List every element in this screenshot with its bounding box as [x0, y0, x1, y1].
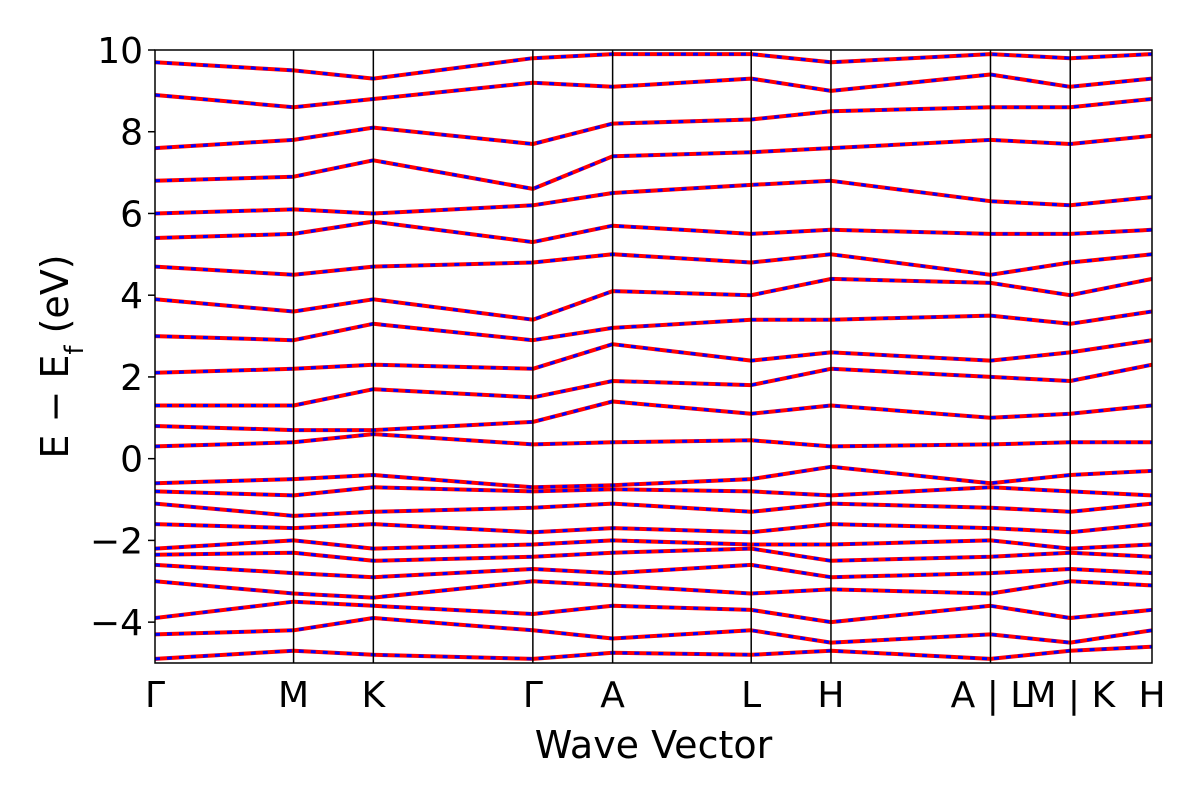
- band-line-6: [155, 538, 1152, 551]
- band-line-dashed-19: [155, 179, 1152, 216]
- band-line-dashed-11: [155, 432, 1152, 448]
- y-axis-ticks: −4 −2 0 2 4 6 8 10: [90, 31, 155, 644]
- band-line-2: [155, 599, 1152, 625]
- band-line-20: [155, 133, 1152, 191]
- band-line-dashed-21: [155, 97, 1152, 150]
- band-line-dashed-22: [155, 72, 1152, 109]
- x-tick-label-6: H: [817, 675, 844, 716]
- band-line-5: [155, 546, 1152, 563]
- x-tick-label-8: M | K: [1025, 675, 1116, 716]
- band-line-0: [155, 644, 1152, 661]
- plot-frame: [154, 49, 1153, 664]
- y-tick-label-5: 6: [120, 194, 143, 235]
- band-line-22: [155, 72, 1152, 110]
- x-axis-label: Wave Vector: [535, 723, 773, 767]
- band-line-12: [155, 399, 1152, 433]
- band-line-3: [155, 579, 1152, 600]
- band-line-dashed-6: [155, 538, 1152, 551]
- band-line-dashed-15: [155, 310, 1152, 342]
- band-line-11: [155, 432, 1152, 449]
- band-line-dashed-9: [155, 485, 1152, 497]
- band-line-8: [155, 501, 1152, 518]
- y-tick-label-6: 8: [120, 113, 143, 154]
- band-line-13: [155, 362, 1152, 408]
- band-line-dashed-13: [155, 363, 1152, 407]
- y-axis-label: E − Ef (eV): [33, 254, 90, 458]
- band-line-dashed-20: [155, 134, 1152, 191]
- x-tick-label-3: Γ: [523, 675, 543, 716]
- band-line-15: [155, 309, 1152, 343]
- band-line-dashed-8: [155, 502, 1152, 518]
- band-line-dashed-7: [155, 522, 1152, 534]
- band-line-9: [155, 485, 1152, 498]
- bands-layer: [155, 52, 1152, 661]
- band-line-dashed-18: [155, 220, 1152, 244]
- x-tick-label-4: A: [600, 675, 625, 716]
- y-tick-label-0: −4: [90, 603, 143, 644]
- band-line-16: [155, 276, 1152, 322]
- band-line-dashed-0: [155, 645, 1152, 661]
- y-tick-label-3: 2: [120, 358, 143, 399]
- x-axis-ticks: Γ M K Γ A L H A | LM | K H: [145, 675, 1166, 716]
- band-line-10: [155, 464, 1152, 490]
- band-line-dashed-23: [155, 52, 1152, 81]
- band-line-dashed-5: [155, 547, 1152, 563]
- x-tick-label-5: L: [741, 675, 761, 716]
- high-symmetry-lines: [292, 50, 1071, 663]
- x-tick-label-2: K: [362, 675, 387, 716]
- y-axis-label-main: E − E: [33, 355, 77, 459]
- band-line-dashed-1: [155, 616, 1152, 645]
- band-line-dashed-2: [155, 600, 1152, 624]
- y-tick-label-1: −2: [90, 521, 143, 562]
- x-tick-label-1: M: [278, 675, 309, 716]
- y-axis-label-subscript: f: [60, 345, 90, 355]
- band-line-4: [155, 562, 1152, 580]
- y-axis-label-unit: (eV): [33, 254, 77, 345]
- y-tick-label-7: 10: [97, 31, 143, 72]
- band-line-19: [155, 178, 1152, 216]
- band-line-dashed-3: [155, 579, 1152, 600]
- band-line-dashed-17: [155, 252, 1152, 277]
- x-tick-label-0: Γ: [145, 675, 165, 716]
- band-line-dashed-10: [155, 465, 1152, 489]
- x-tick-label-7: A | L: [951, 675, 1031, 716]
- band-line-dashed-4: [155, 563, 1152, 579]
- band-line-dashed-14: [155, 338, 1152, 375]
- band-line-18: [155, 219, 1152, 245]
- y-tick-label-2: 0: [120, 440, 143, 481]
- band-line-7: [155, 522, 1152, 535]
- y-tick-label-4: 4: [120, 276, 143, 317]
- band-line-14: [155, 338, 1152, 375]
- band-line-17: [155, 252, 1152, 277]
- band-line-1: [155, 616, 1152, 645]
- band-line-dashed-12: [155, 399, 1152, 432]
- x-tick-label-9: H: [1138, 675, 1165, 716]
